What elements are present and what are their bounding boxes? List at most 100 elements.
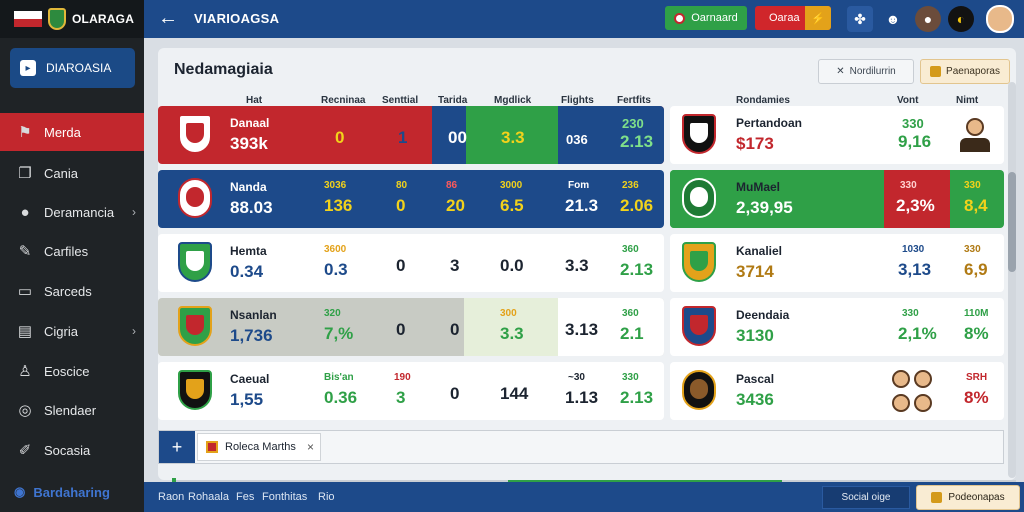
close-icon[interactable]: × [306,440,314,454]
team-name: Pascal [736,372,775,386]
save-button[interactable]: Paenaporas [920,59,1010,84]
add-tab-button[interactable]: + [159,431,195,463]
profile-icon[interactable]: ● [915,6,941,32]
sidebar-item-cania[interactable]: ❐ Cania [0,154,144,192]
col-header: Tarida [438,95,468,106]
footer-link[interactable]: Fonthitas [262,491,308,503]
table-row[interactable]: Nanda 88.03 3036 136 80 0 86 20 3000 6.5… [158,170,664,228]
table-row[interactable]: Kanaliel 3714 1030 3,13 330 6,9 [670,234,1004,292]
logo-bar: OLARAGA [0,0,144,38]
sidebar-item-slendaer[interactable]: ◎ Slendaer [0,391,144,429]
stat-value: 144 [500,384,529,403]
stat-label: 330 [902,116,924,131]
stat-value: 0 [450,320,460,339]
back-arrow-icon[interactable]: ← [158,7,178,29]
document-icon: ▤ [17,323,33,340]
team-crest-icon [178,178,212,218]
sidebar-footer[interactable]: ◉ Bardaharing [14,484,110,500]
stat-value: 6,9 [964,260,988,279]
sidebar-item-cigria[interactable]: ▤ Cigria › [0,312,144,350]
tab-strip: + Roleca Marths × [158,430,1004,464]
content-area: Nedamagiaia ✕ Nordilurrin Paenaporas Hat… [144,38,1024,486]
player-avatar-icon [966,118,984,136]
avatar-icon[interactable] [986,5,1014,33]
red-action-button[interactable]: Oaraa ⚡ [755,6,831,30]
table-row[interactable]: Deendaia 3130 330 2,1% 110M 8% [670,298,1004,356]
team-name: Nsanlan [230,308,277,322]
match-icon [206,441,218,453]
stat-value: 2.1 [620,324,644,343]
social-button[interactable]: Social oige [822,486,910,509]
scrollbar[interactable] [1008,82,1016,478]
team-value: 3130 [736,326,774,345]
stat-label: Fom [568,180,590,191]
primary-sidebar-button[interactable]: ▸ DIAROASIA [10,48,135,88]
stat-label: SRH [966,372,988,383]
stat-value: 2.13 [620,388,654,407]
stat-label: 236 [622,180,639,191]
footer-link[interactable]: Fes [236,491,255,503]
stat-value: 3 [450,256,460,275]
team-crest-icon [178,242,212,282]
stat-value: 3,13 [898,260,932,279]
target-icon: ◎ [18,402,32,419]
puzzle-icon[interactable]: ✤ [847,6,873,32]
stat-value: 8% [964,388,989,407]
footer-link[interactable]: Rio [318,491,335,503]
sidebar-item-socasia[interactable]: ✐ Socasia [0,431,144,469]
panel-title: Nedamagiaia [174,61,273,78]
table-row[interactable]: Caeual 1,55 Bis'an 0.36 190 3 0 144 ~30 … [158,362,664,420]
coin-icon [931,492,943,503]
player-avatar-icon [914,370,932,388]
team-crest-icon [682,178,716,218]
sidebar-item-eoscice[interactable]: ♙ Eoscice [0,352,144,390]
sidebar-item-deramancia[interactable]: ● Deramancia › [0,193,144,231]
app-title: OLARAGA [72,12,135,26]
game-icon[interactable]: ☻ [885,11,901,27]
player-avatar-body [960,138,990,152]
sidebar-item-merda[interactable]: ⚑ Merda [0,113,144,151]
table-row[interactable]: Hemta 0.34 3600 0.3 0 3 0.0 3.3 360 2.13 [158,234,664,292]
save-button-label: Paenaporas [946,66,1000,77]
table-row[interactable]: Danaal 393k 0 1 00 3.3 036 230 2.13 [158,106,664,164]
globe-icon: ◉ [14,484,26,499]
footer-link[interactable]: Rohaala [188,491,229,503]
team-value: $173 [736,134,774,153]
team-crest-icon [178,306,212,346]
tools-icon: ✕ [836,66,845,77]
green-action-button-label: Oarnaard [691,12,738,24]
stat-label: 330 [900,180,917,191]
stat-value: 3 [396,388,406,407]
stat-label: 1030 [902,244,925,255]
footer-save-button[interactable]: Podeonapas [916,485,1020,510]
scrollbar-thumb[interactable] [1008,172,1016,272]
sidebar-item-sarceds[interactable]: ▭ Sarceds [0,272,144,310]
edit-icon: ✐ [18,442,32,459]
stat-value: 7,% [324,324,354,343]
filter-button[interactable]: ✕ Nordilurrin [818,59,914,84]
col-header: Senttial [382,95,419,106]
sidebar-item-carfiles[interactable]: ✎ Carfiles [0,232,144,270]
stat-value: 0 [335,128,345,147]
stat-value: 3.3 [565,256,589,275]
team-crest-icon [682,306,716,346]
sidebar-footer-label: Bardaharing [33,484,110,500]
team-crest-icon [682,370,716,410]
tab-label: Roleca Marths [225,441,296,453]
table-row[interactable]: Pertandoan $173 330 9,16 [670,106,1004,164]
table-row[interactable]: Nsanlan 1,736 320 7,% 0 0 300 3.3 3.13 3… [158,298,664,356]
col-header: Hat [246,95,263,106]
green-action-button[interactable]: Oarnaard [665,6,747,30]
footer-link[interactable]: Raon [158,491,185,503]
filter-button-label: Nordilurrin [849,66,896,77]
ball-icon[interactable]: ◐ [948,6,974,32]
stat-label: 3600 [324,244,347,255]
tab-roleca-marths[interactable]: Roleca Marths × [197,433,321,461]
team-crest-icon [178,114,212,154]
sidebar-item-label: Carfiles [44,243,89,259]
table-row[interactable]: Pascal 3436 SRH 8% [670,362,1004,420]
team-name: Danaal [230,116,270,130]
table-row[interactable]: MuMael 2,39,95 330 2,3% 330 8,4 [670,170,1004,228]
stat-value: 136 [324,196,353,215]
stat-label: 110M [964,308,989,319]
